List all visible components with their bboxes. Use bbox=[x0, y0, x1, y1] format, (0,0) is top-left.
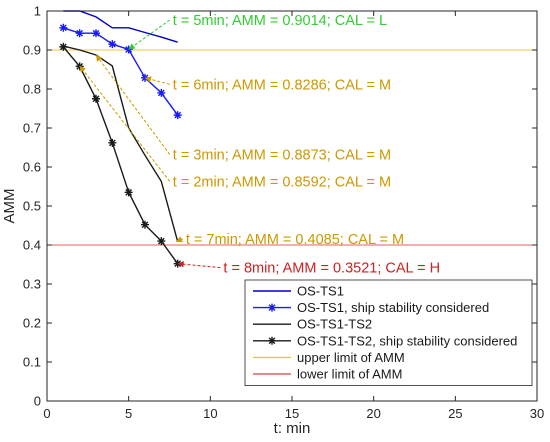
legend-label-os-ts1: OS-TS1 bbox=[297, 284, 344, 299]
y-tick-label: 0 bbox=[34, 394, 41, 409]
annotation-label: t = 3min; AMM = 0.8873; CAL = M bbox=[173, 148, 391, 164]
os-ts1-ship-stability-considered-point bbox=[157, 88, 166, 97]
annotations-group: t = 5min; AMM = 0.9014; CAL = L t = 6min;… bbox=[79, 13, 440, 277]
x-tick-label: 15 bbox=[285, 406, 299, 421]
y-tick-label: 0.8 bbox=[23, 82, 41, 97]
os-ts1-ship-stability-considered-point bbox=[75, 29, 84, 38]
y-tick-label: 0.2 bbox=[23, 316, 41, 331]
annotation-label: t = 8min; AMM = 0.3521; CAL = H bbox=[223, 261, 440, 277]
os-ts1-ship-stability-considered-point bbox=[92, 29, 100, 38]
y-axis-label: AMM bbox=[1, 189, 18, 224]
x-tick-label: 20 bbox=[366, 406, 380, 421]
y-tick-label: 0.4 bbox=[23, 238, 41, 253]
legend-label-lower-limit-of-amm: lower limit of AMM bbox=[297, 367, 402, 382]
os-ts1-ts2-ship-stability-considered-point bbox=[157, 237, 166, 246]
legend-label-os-ts1-ship-stability-considered: OS-TS1, ship stability considered bbox=[297, 300, 489, 315]
legend-marker-os-ts1-ts2-ship-stability-considered bbox=[268, 336, 276, 345]
x-tick-label: 5 bbox=[125, 406, 132, 421]
annotation-arrow-head bbox=[128, 43, 136, 50]
x-axis-label: t: min bbox=[274, 420, 311, 437]
x-tick-label: 25 bbox=[448, 406, 462, 421]
annotation-arrow-line bbox=[128, 19, 171, 50]
annotation-arrow-head bbox=[79, 65, 86, 73]
y-tick-label: 0.6 bbox=[23, 160, 41, 175]
annotation-label: t = 2min; AMM = 0.8592; CAL = M bbox=[173, 174, 391, 190]
os-ts1-ts2-ship-stability-considered-point bbox=[92, 94, 100, 103]
annotation-arrow-line bbox=[177, 263, 221, 269]
y-tick-label: 0.1 bbox=[23, 355, 41, 370]
y-tick-label: 0.9 bbox=[23, 43, 41, 58]
os-ts1-ts2-ship-stability-considered-point bbox=[124, 188, 133, 197]
x-tick-label: 0 bbox=[43, 406, 50, 421]
os-ts1-ts2-line bbox=[63, 45, 179, 242]
annotation-arrow-head bbox=[96, 54, 103, 62]
os-ts1-ts2-ship-stability-considered-point bbox=[108, 138, 117, 147]
annotation-label: t = 7min; AMM = 0.4085; CAL = M bbox=[186, 232, 404, 248]
x-tick-label: 10 bbox=[203, 406, 217, 421]
os-ts1-ts2-ship-stability-considered-point bbox=[141, 220, 149, 229]
annotation-label: t = 5min; AMM = 0.9014; CAL = L bbox=[173, 13, 387, 29]
os-ts1-ts2-ship-stability-considered-point bbox=[59, 42, 68, 51]
legend-label-upper-limit-of-amm: upper limit of AMM bbox=[297, 350, 405, 365]
os-ts1-ship-stability-considered-point bbox=[173, 111, 182, 120]
y-tick-label: 0.5 bbox=[23, 199, 41, 214]
annotation-label: t = 6min; AMM = 0.8286; CAL = M bbox=[173, 77, 391, 93]
os-ts1-ship-stability-considered-point bbox=[59, 23, 68, 32]
x-tick-label: 30 bbox=[530, 406, 544, 421]
y-tick-label: 0.3 bbox=[23, 277, 41, 292]
annotation-arrow-head bbox=[177, 261, 184, 268]
os-ts1-line bbox=[63, 10, 178, 43]
x-axis-ticks: 0 5 10 15 20 25 30 bbox=[43, 11, 544, 421]
y-tick-label: 0.7 bbox=[23, 121, 41, 136]
legend-label-os-ts1-ts2: OS-TS1-TS2 bbox=[297, 317, 372, 332]
annotation-arrow-line bbox=[95, 54, 171, 155]
os-ts1-ship-stability-considered-point bbox=[108, 40, 117, 49]
annotation-arrow-head bbox=[145, 76, 152, 83]
y-axis-ticks: 0 0.1 0.2 0.3 0.4 0.5 0.6 0.7 0.8 0.9 1 bbox=[23, 4, 537, 409]
legend-marker-os-ts1-ship-stability-considered bbox=[268, 303, 276, 312]
legend-label-os-ts1-ts2-ship-stability-considered: OS-TS1-TS2, ship stability considered bbox=[297, 333, 517, 348]
legend-box bbox=[244, 279, 533, 386]
annotation-arrow-head bbox=[176, 236, 183, 243]
annotation-arrow-line bbox=[79, 65, 171, 182]
y-tick-label: 1 bbox=[34, 4, 41, 19]
